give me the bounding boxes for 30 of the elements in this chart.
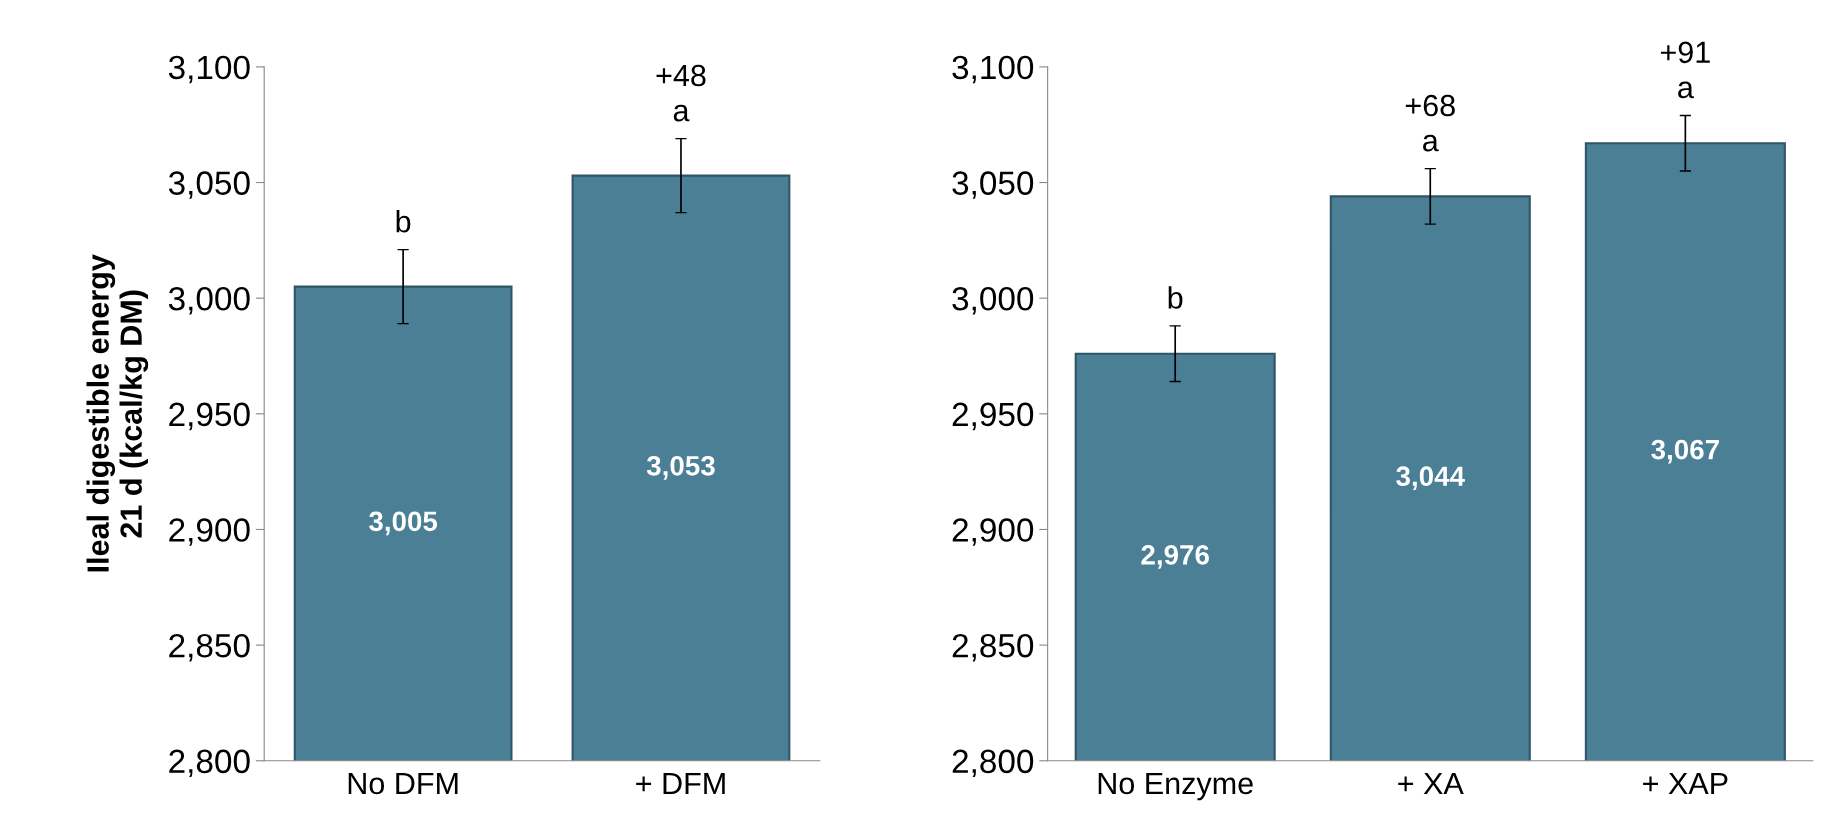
- annotation: +48 a: [656, 64, 706, 122]
- annotation: b: [396, 210, 411, 233]
- data-label: 2,976: [1141, 545, 1209, 569]
- x-tick-label: + DFM: [636, 772, 725, 795]
- y-tick-label: 3,050: [168, 171, 250, 199]
- y-tick-label: 2,900: [952, 518, 1034, 546]
- data-label: 3,053: [646, 455, 715, 480]
- y-axis-title: Ileal digestible energy 21 d (kcal/kg DM): [86, 254, 149, 572]
- data-label: 3,005: [369, 511, 438, 536]
- annotation: +91 a: [1660, 41, 1710, 99]
- y-tick-label: 2,900: [169, 518, 250, 546]
- x-tick-label: + XAP: [1643, 772, 1728, 795]
- y-tick-label: 2,950: [952, 402, 1034, 431]
- x-tick-label: No Enzyme: [1098, 772, 1253, 801]
- y-tick-label: 2,800: [169, 749, 250, 778]
- y-tick-label: 2,800: [952, 749, 1034, 778]
- y-tick-label: 2,850: [169, 633, 250, 662]
- y-tick-label: 2,850: [952, 633, 1034, 662]
- x-tick-label: + XA: [1398, 772, 1464, 795]
- data-label: 3,044: [1396, 466, 1465, 491]
- y-tick-label: 3,100: [952, 55, 1034, 84]
- y-tick-label: 3,000: [168, 286, 250, 315]
- y-tick-label: 2,950: [169, 402, 250, 431]
- y-tick-label: 3,050: [952, 171, 1034, 199]
- x-tick-label: No DFM: [348, 772, 458, 795]
- annotation: b: [1168, 286, 1183, 309]
- annotation: +68 a: [1405, 94, 1455, 152]
- y-tick-label: 3,100: [168, 55, 250, 84]
- y-tick-label: 3,000: [952, 286, 1034, 315]
- data-label: 3,067: [1651, 439, 1719, 464]
